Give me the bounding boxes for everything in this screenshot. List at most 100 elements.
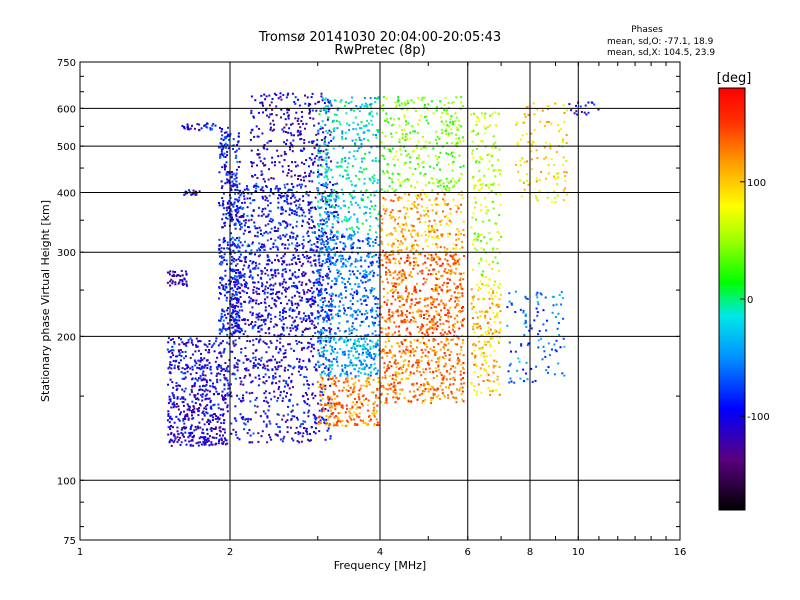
data-point <box>307 411 310 414</box>
data-point <box>356 259 359 262</box>
data-point <box>179 279 182 282</box>
data-point <box>243 256 246 259</box>
data-point <box>313 225 316 228</box>
data-point <box>185 280 188 283</box>
data-point <box>358 359 361 362</box>
data-point <box>433 388 436 391</box>
data-point <box>455 388 458 391</box>
data-point <box>309 239 312 242</box>
data-point <box>238 246 241 249</box>
data-point <box>313 324 316 327</box>
data-point <box>298 311 301 313</box>
data-point <box>303 411 306 414</box>
data-point <box>198 128 201 131</box>
data-point <box>444 362 447 365</box>
data-point <box>350 203 353 206</box>
data-point <box>412 382 415 385</box>
data-point <box>267 314 270 317</box>
data-point <box>317 277 320 280</box>
data-point <box>214 340 217 343</box>
data-point <box>288 387 291 390</box>
data-point <box>201 431 204 434</box>
data-point <box>221 278 223 281</box>
data-point <box>230 210 233 213</box>
data-point <box>273 230 276 232</box>
data-point <box>318 264 321 267</box>
data-point <box>349 216 352 219</box>
data-point <box>306 254 309 257</box>
data-point <box>367 233 370 236</box>
data-point <box>305 122 308 125</box>
data-point <box>318 225 320 227</box>
data-point <box>416 326 419 329</box>
data-point <box>392 390 395 393</box>
data-point <box>333 402 336 405</box>
data-point <box>358 136 361 139</box>
data-point <box>325 415 328 418</box>
data-point <box>384 352 386 355</box>
data-point <box>294 334 297 337</box>
data-point <box>224 146 227 149</box>
data-point <box>336 192 339 195</box>
data-point <box>337 295 340 298</box>
data-point <box>170 406 173 409</box>
data-point <box>353 418 356 421</box>
data-point <box>238 315 241 317</box>
data-point <box>302 239 305 242</box>
data-point <box>334 277 337 280</box>
data-point <box>320 330 323 333</box>
data-point <box>450 338 453 341</box>
data-point <box>299 133 302 136</box>
data-point <box>237 239 240 242</box>
data-point <box>401 298 404 300</box>
data-point <box>259 315 262 318</box>
data-point <box>226 217 229 220</box>
data-point <box>265 95 268 98</box>
data-point <box>172 394 175 397</box>
data-point <box>372 346 375 349</box>
data-point <box>320 206 323 209</box>
data-point <box>378 256 380 259</box>
data-point <box>376 369 379 372</box>
data-point <box>363 182 366 185</box>
data-point <box>234 188 237 191</box>
data-point <box>282 327 284 329</box>
data-point <box>263 93 266 96</box>
data-point <box>279 341 282 344</box>
data-point <box>440 334 443 337</box>
data-point <box>209 368 212 371</box>
data-point <box>298 280 301 283</box>
data-point <box>238 359 241 362</box>
data-point <box>310 343 313 346</box>
data-point <box>310 319 313 322</box>
data-point <box>225 439 228 442</box>
data-point <box>224 269 227 272</box>
data-point <box>226 144 229 146</box>
data-point <box>356 345 359 347</box>
data-point <box>246 206 249 209</box>
data-point <box>414 257 417 260</box>
data-point <box>181 280 184 283</box>
data-point <box>226 173 229 176</box>
data-point <box>307 241 310 243</box>
data-point <box>424 261 427 264</box>
data-point <box>249 311 252 314</box>
data-point <box>253 362 255 365</box>
data-point <box>203 441 205 444</box>
data-point <box>328 253 331 256</box>
data-point <box>317 168 320 171</box>
data-point <box>409 349 412 352</box>
data-point <box>364 102 367 105</box>
data-point <box>321 223 324 226</box>
data-point <box>288 127 291 130</box>
data-point <box>370 200 373 203</box>
data-point <box>413 339 416 342</box>
data-point <box>189 443 192 446</box>
data-point <box>229 187 232 190</box>
data-point <box>349 200 352 203</box>
data-point <box>237 280 240 283</box>
data-point <box>301 183 303 186</box>
data-point <box>344 156 347 159</box>
data-point <box>188 407 191 410</box>
data-point <box>387 363 389 366</box>
